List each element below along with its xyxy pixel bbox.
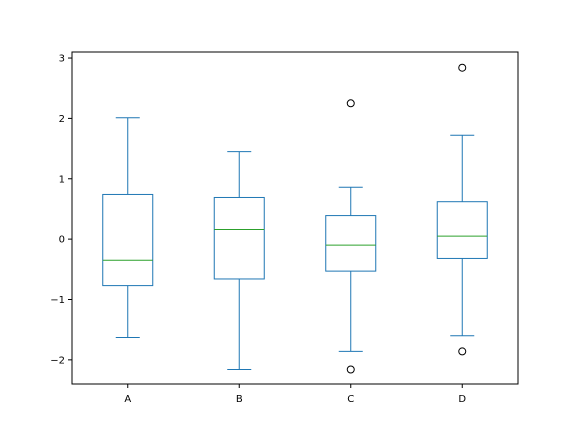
x-axis: A B C D [124,384,466,405]
plot-area [102,63,488,374]
box-group-d [436,63,488,356]
y-axis: −2 −1 0 1 2 3 [50,54,72,366]
axes-frame [71,51,519,385]
y-tick-label: −2 [50,355,65,366]
outlier-point [458,347,467,356]
iqr-box [436,201,488,259]
y-tick-label: −1 [50,295,65,306]
outlier-point [346,365,355,374]
iqr-box [102,193,154,287]
iqr-box [325,215,377,272]
x-tick-label: B [236,394,243,405]
box-group-c [325,99,377,374]
y-tick-label: 2 [59,114,65,125]
box-group-b [213,151,265,371]
x-tick-label: C [347,394,354,405]
outlier-point [346,99,355,108]
box-group-a [102,117,154,339]
x-tick-label: A [124,394,131,405]
y-tick-label: 3 [59,54,65,65]
outlier-point [458,63,467,72]
y-tick-label: 0 [59,235,65,246]
x-tick-label: D [458,394,466,405]
iqr-box [213,196,265,280]
y-tick-label: 1 [59,174,65,185]
